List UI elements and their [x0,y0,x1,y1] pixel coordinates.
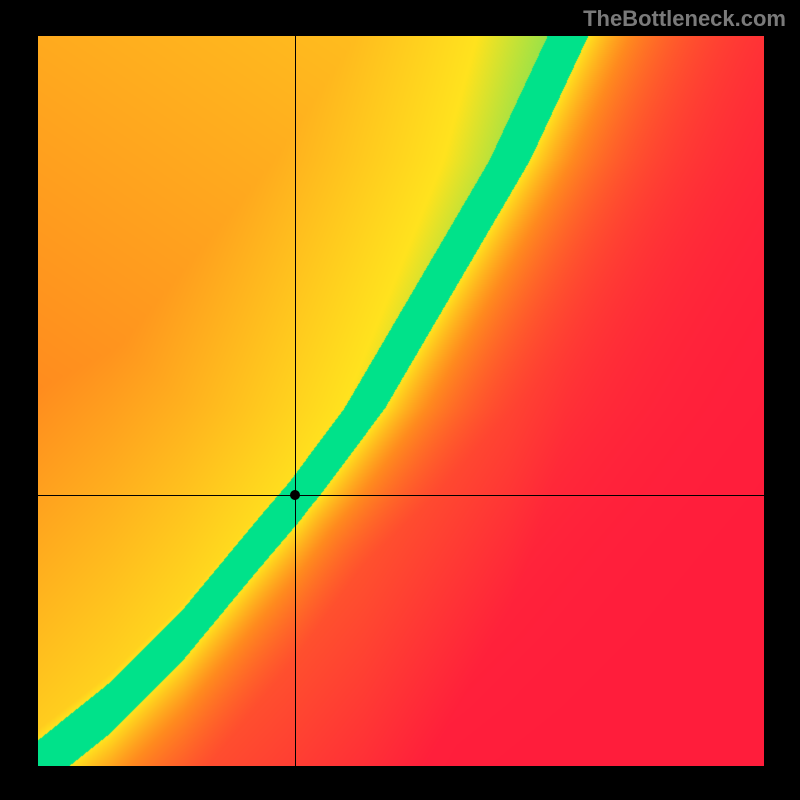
crosshair-horizontal [38,495,764,496]
figure-root: TheBottleneck.com [0,0,800,800]
crosshair-vertical [295,36,296,766]
heatmap-canvas [38,36,764,766]
heatmap-chart [38,36,764,766]
data-point-marker [290,490,300,500]
watermark-text: TheBottleneck.com [583,6,786,32]
